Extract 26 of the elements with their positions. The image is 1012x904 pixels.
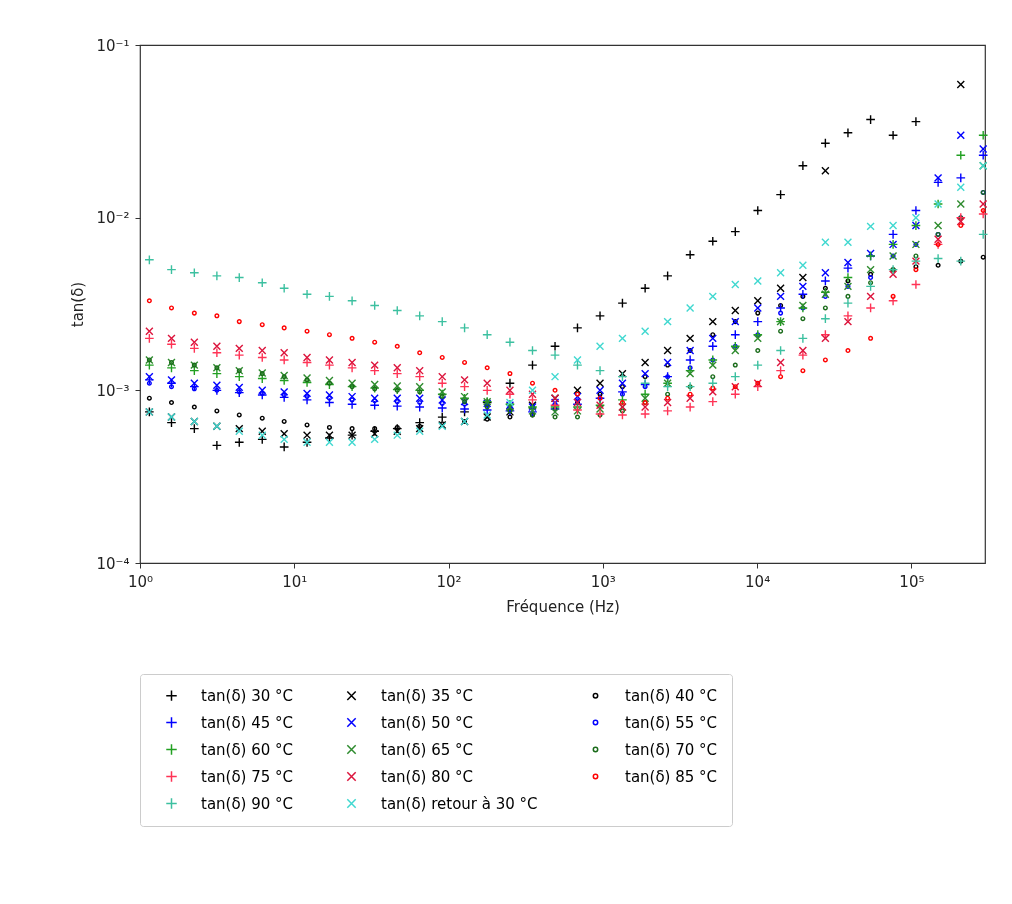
legend-label: tan(δ) 90 °C	[201, 794, 294, 813]
x-tick-label: 10⁵	[899, 572, 925, 591]
x-tick-label: 10²	[436, 572, 462, 591]
y-tick-label: 10⁻¹	[96, 36, 130, 55]
legend-label: tan(δ) 40 °C	[625, 686, 718, 705]
legend-label: tan(δ) 55 °C	[625, 713, 718, 732]
legend-label: tan(δ) 35 °C	[381, 686, 474, 705]
legend-label: tan(δ) retour à 30 °C	[381, 794, 538, 813]
y-tick-label: 10⁻³	[96, 381, 130, 400]
x-axis-title: Fréquence (Hz)	[506, 597, 620, 616]
legend-label: tan(δ) 70 °C	[625, 740, 718, 759]
legend-label: tan(δ) 60 °C	[201, 740, 294, 759]
legend-label: tan(δ) 80 °C	[381, 767, 474, 786]
y-tick-label: 10⁻²	[96, 209, 130, 228]
legend-label: tan(δ) 50 °C	[381, 713, 474, 732]
x-tick-label: 10³	[590, 572, 616, 591]
y-axis-title: tan(δ)	[69, 281, 88, 328]
legend-label: tan(δ) 85 °C	[625, 767, 718, 786]
legend-label: tan(δ) 65 °C	[381, 740, 474, 759]
x-tick-label: 10⁰	[127, 572, 154, 591]
x-tick-label: 10⁴	[745, 572, 771, 591]
legend-label: tan(δ) 30 °C	[201, 686, 294, 705]
legend-label: tan(δ) 45 °C	[201, 713, 294, 732]
legend-label: tan(δ) 75 °C	[201, 767, 294, 786]
x-tick-label: 10¹	[282, 572, 308, 591]
y-tick-label: 10⁻⁴	[96, 554, 130, 573]
